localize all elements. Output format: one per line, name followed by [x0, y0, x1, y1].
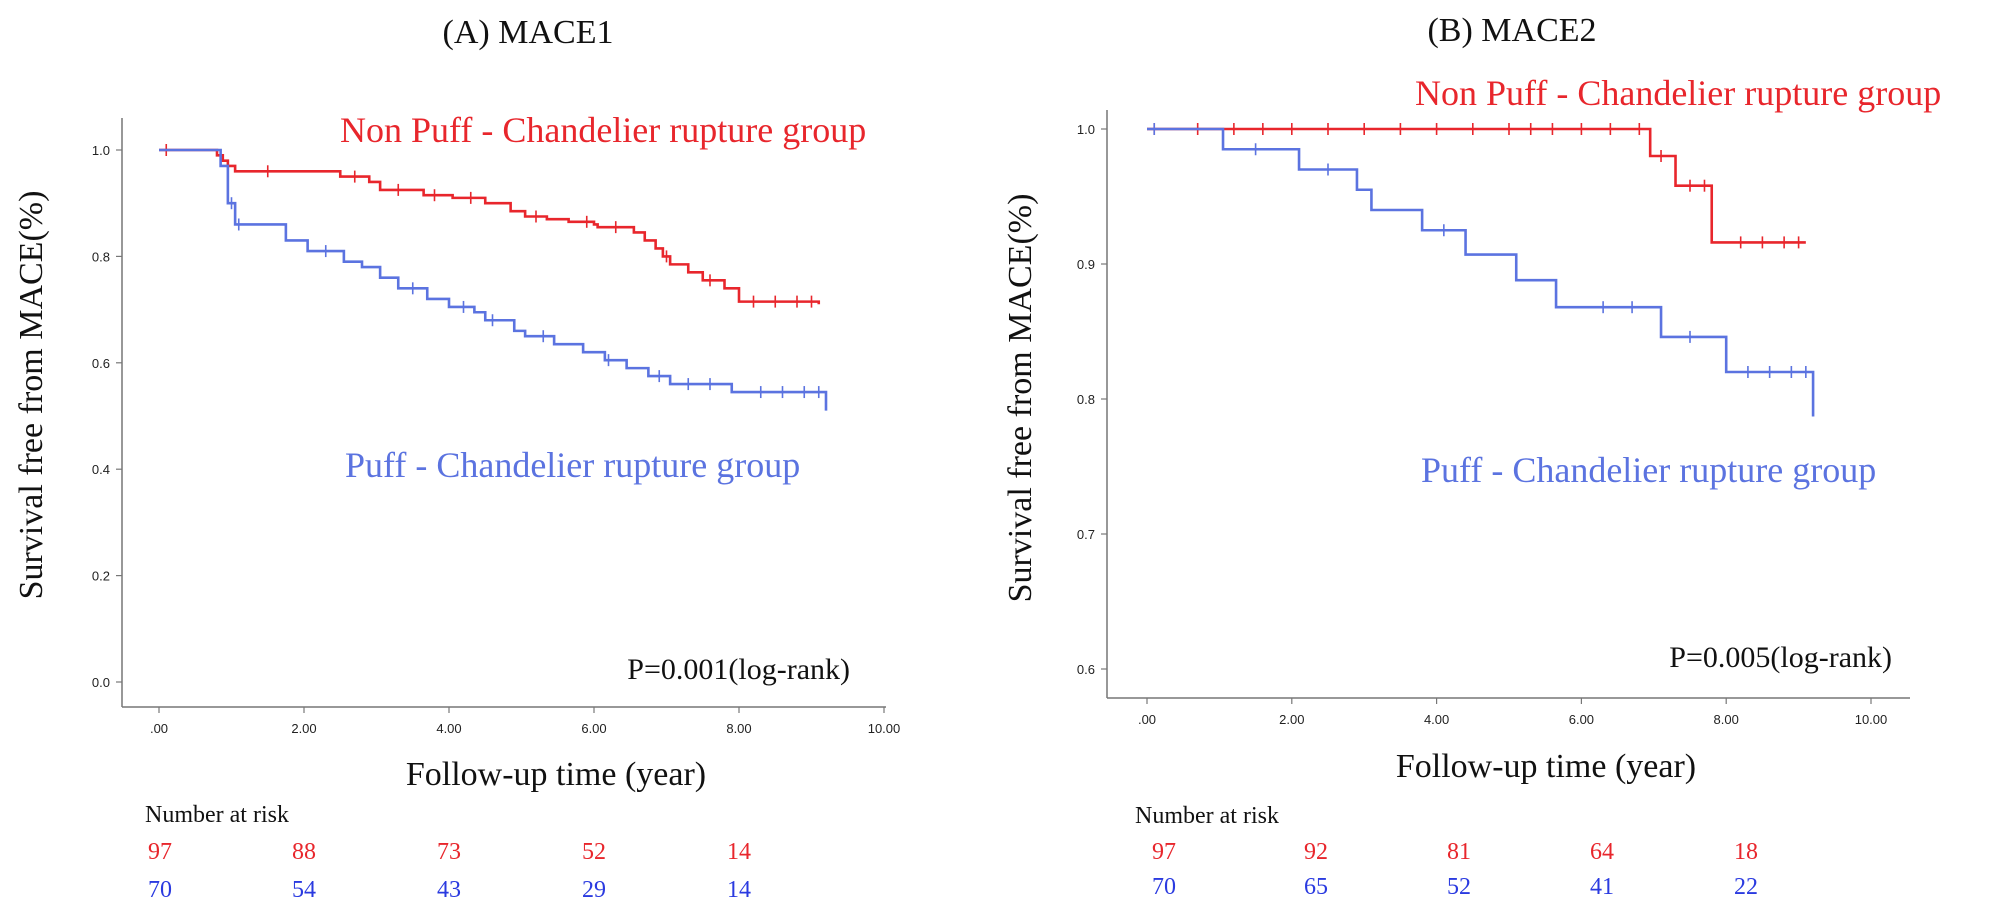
x-tick-label: 10.00: [868, 721, 901, 736]
chart-panel-a: (A) MACE1 .00 2.00 4.00 6.00 8.00 10.00 0.0 0.2 0…: [13, 14, 900, 900]
y-axis-label: Survival free from MACE(%): [1002, 194, 1039, 603]
chart-panel-b: (B) MACE2 .00 2.00 4.00 6.00 8.00 10.00 0.6 0.7 0…: [1002, 12, 1941, 900]
risk-count-non-puff: 88: [292, 839, 316, 865]
risk-count-non-puff: 81: [1447, 839, 1471, 865]
risk-count-non-puff: 64: [1590, 839, 1614, 865]
risk-count-non-puff: 97: [148, 839, 172, 865]
risk-count-puff: 22: [1734, 874, 1758, 900]
x-tick-label: .00: [150, 721, 168, 736]
y-tick-label: 0.6: [92, 356, 110, 371]
risk-count-non-puff: 92: [1304, 839, 1328, 865]
x-tick-label: 2.00: [291, 721, 316, 736]
series-line-puff: [159, 148, 828, 411]
x-tick-label: 6.00: [581, 721, 606, 736]
risk-count-non-puff: 52: [582, 839, 606, 865]
y-tick-label: 0.0: [92, 675, 110, 690]
legend-puff-label: Puff - Chandelier rupture group: [345, 445, 800, 485]
risk-count-non-puff: 97: [1152, 839, 1176, 865]
p-value-annotation: P=0.005(log-rank): [1669, 641, 1892, 674]
x-tick-label: 6.00: [1569, 712, 1594, 727]
series-line-puff: [1147, 127, 1815, 417]
risk-count-puff: 70: [148, 877, 172, 900]
risk-count-puff: 52: [1447, 874, 1471, 900]
series-line-non-puff: [159, 148, 821, 305]
y-axis-label: Survival free from MACE(%): [13, 191, 50, 600]
risk-count-puff: 14: [727, 877, 751, 900]
risk-count-puff: 54: [292, 877, 316, 900]
x-tick-label: 2.00: [1279, 712, 1304, 727]
risk-count-puff: 65: [1304, 874, 1328, 900]
p-value-annotation: P=0.001(log-rank): [627, 653, 850, 686]
x-tick-label: 4.00: [436, 721, 461, 736]
y-tick-label: 1.0: [1077, 122, 1095, 137]
y-tick-label: 0.9: [1077, 257, 1095, 272]
risk-table-label: Number at risk: [145, 802, 289, 828]
x-axis-label: Follow-up time (year): [1396, 748, 1696, 785]
risk-count-puff: 43: [437, 877, 461, 900]
y-tick-label: 0.6: [1077, 662, 1095, 677]
y-tick-label: 0.7: [1077, 527, 1095, 542]
y-tick-label: 0.4: [92, 462, 110, 477]
y-tick-label: 0.2: [92, 569, 110, 584]
risk-count-puff: 29: [582, 877, 606, 900]
series-line-non-puff: [1147, 127, 1806, 244]
legend-non-puff-label: Non Puff - Chandelier rupture group: [1415, 73, 1941, 113]
y-tick-label: 1.0: [92, 143, 110, 158]
chart-title: (B) MACE2: [1427, 12, 1596, 49]
x-tick-label: 4.00: [1424, 712, 1449, 727]
risk-count-puff: 70: [1152, 874, 1176, 900]
risk-count-non-puff: 73: [437, 839, 461, 865]
x-tick-label: 10.00: [1855, 712, 1888, 727]
y-tick-label: 0.8: [92, 249, 110, 264]
risk-count-non-puff: 18: [1734, 839, 1758, 865]
legend-puff-label: Puff - Chandelier rupture group: [1421, 450, 1876, 490]
risk-count-puff: 41: [1590, 874, 1614, 900]
x-tick-label: .00: [1138, 712, 1156, 727]
x-tick-label: 8.00: [1714, 712, 1739, 727]
y-tick-label: 0.8: [1077, 392, 1095, 407]
x-axis-label: Follow-up time (year): [406, 756, 706, 793]
legend-non-puff-label: Non Puff - Chandelier rupture group: [340, 110, 866, 150]
x-tick-label: 8.00: [726, 721, 751, 736]
risk-count-non-puff: 14: [727, 839, 751, 865]
risk-table-label: Number at risk: [1135, 803, 1279, 829]
chart-title: (A) MACE1: [443, 14, 614, 51]
